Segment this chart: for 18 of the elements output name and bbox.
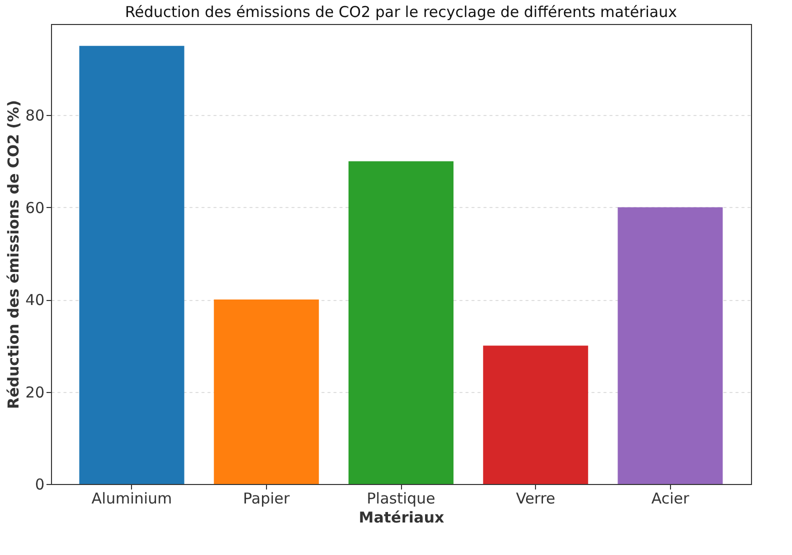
bar [483,346,588,484]
x-axis-title: Matériaux [358,508,445,526]
bar [618,207,723,484]
chart-title: Réduction des émissions de CO2 par le recyclage de différents matériaux [124,3,678,21]
y-tick-label: 40 [25,291,44,310]
bar [214,300,319,484]
y-axis-title: Réduction des émissions de CO2 (%) [4,100,22,409]
x-tick-label: Verre [516,490,556,508]
x-tick-label: Papier [243,490,291,508]
y-tick-label: 20 [25,383,44,402]
bar [348,161,454,484]
y-tick-label: 60 [25,198,44,217]
x-tick-label: Plastique [366,490,436,508]
bar [79,46,184,484]
x-tick-label: Aluminium [92,490,172,508]
y-tick-label: 0 [34,476,44,494]
x-tick-label: Acier [651,490,690,508]
y-tick-label: 80 [25,106,44,125]
